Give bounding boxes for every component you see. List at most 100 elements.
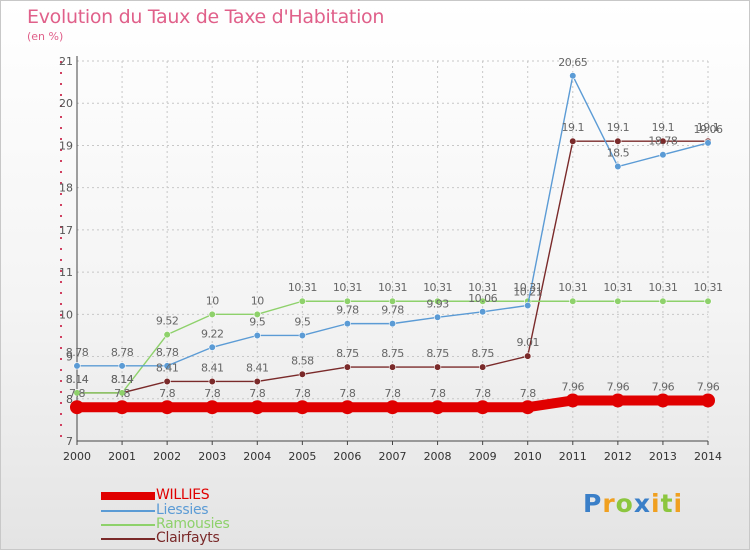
x-tick-label: 2004 [243,450,271,463]
data-point [298,297,306,305]
data-point [388,320,397,328]
data-label: 10.31 [648,281,677,294]
data-point [253,331,261,340]
data-label: 7.8 [294,387,310,400]
axis-dot [60,149,62,151]
axes [60,56,709,445]
data-point [614,137,622,145]
data-label: 8.14 [66,373,89,386]
data-point [701,393,715,408]
data-label: 19.1 [652,121,675,134]
data-point [610,393,625,408]
axis-dot [60,259,62,261]
data-label: 8.78 [66,346,89,359]
data-label: 9.22 [201,327,224,340]
axis-dot [60,248,62,250]
axis-dot [60,303,62,305]
axis-dot [60,380,62,382]
data-point [163,377,171,386]
data-label: 10.31 [694,281,723,294]
axis-dot [60,193,62,195]
chart-title: Evolution du Taux de Taxe d'Habitation [27,6,385,28]
data-label: 10 [251,294,264,307]
data-point [569,72,577,80]
logo-letter: o [615,489,634,518]
data-point [479,297,487,305]
data-point [704,297,712,305]
data-label: 10.31 [423,281,452,294]
axis-dot [60,413,62,415]
data-label: 8.14 [111,373,134,386]
data-point [479,308,487,316]
axis-dot [60,270,62,272]
data-point [160,400,175,415]
data-label: 9.93 [426,297,449,310]
x-tick-label: 2008 [424,450,452,463]
data-label: 7.96 [652,380,675,393]
axis-dot [60,369,62,371]
data-point [163,331,171,339]
axis-dot [60,237,62,239]
data-point [118,362,126,370]
data-point [704,139,712,147]
axis-dot [60,424,62,426]
data-label: 10.31 [288,281,317,294]
data-label: 10.31 [558,281,587,294]
legend-swatch [101,538,155,540]
data-label: 20.65 [558,56,587,69]
y-tick-label: 10 [59,308,73,321]
data-point [655,393,670,408]
data-point [118,389,126,397]
data-point [524,301,532,310]
data-point [208,310,216,318]
data-label: 8.78 [111,346,134,359]
data-label: 9.78 [381,304,404,317]
data-label: 7.96 [562,380,585,393]
axis-dot [60,347,62,349]
y-tick-label: 21 [59,55,73,68]
data-label: 18.5 [607,147,630,160]
data-point [115,400,130,415]
data-point [343,320,352,328]
data-label: 7.8 [430,387,446,400]
x-tick-label: 2001 [108,450,136,463]
axis-dot [60,314,62,316]
data-point [385,400,400,415]
x-tick-label: 2003 [198,450,226,463]
data-point [433,363,442,371]
data-point [475,400,490,415]
data-point [208,343,216,351]
data-point [295,400,310,415]
axis-dot [60,105,62,107]
axis-dot [60,127,62,129]
x-tick-label: 2005 [288,450,316,463]
data-label: 7.8 [159,387,175,400]
legend-label: WILLIES [156,487,210,503]
data-labels: 7.8 7.8 7.8 7.8 7.8 7.8 7.8 7.8 7.8 7.8 7.8 7.96 7.9… [66,56,724,400]
data-label: 10.31 [603,281,632,294]
axis-dot [60,94,62,96]
y-tick-label: 20 [59,97,73,110]
axis-dot [60,72,62,74]
data-point [73,362,81,370]
logo-letter: r [602,489,616,518]
data-label: 9.5 [249,315,265,328]
proxiti-logo: Proxiti [583,489,683,518]
data-label: 8.78 [156,346,179,359]
legend-swatch [101,510,155,512]
x-tick-label: 2000 [63,450,91,463]
axis-dot [60,138,62,140]
data-point [659,151,667,159]
data-label: 19.1 [697,121,720,134]
data-label: 10.31 [333,281,362,294]
axis-dot [60,160,62,162]
data-point [343,363,352,371]
data-point [659,297,667,305]
data-point [433,313,442,321]
x-tick-label: 2006 [333,450,361,463]
logo-letter: i [651,489,661,518]
data-point [208,377,216,386]
data-point [70,400,84,415]
axis-dot [60,83,62,85]
